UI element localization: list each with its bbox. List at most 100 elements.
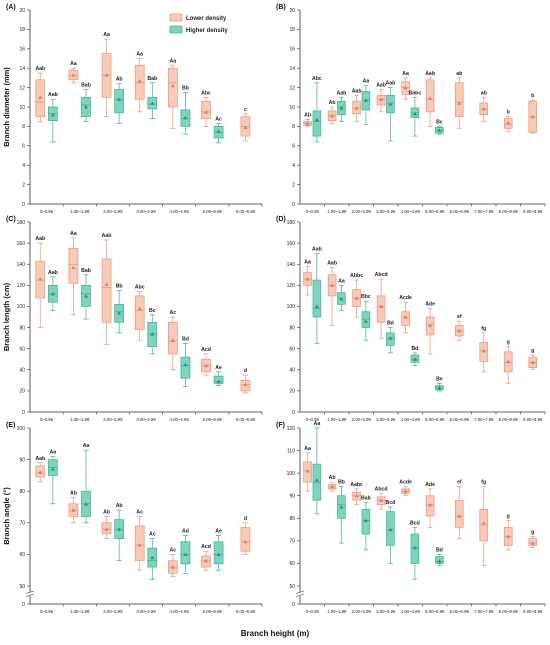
y-tick-label: 80 [289,516,295,522]
box-higher-3.00~3.99: Ac [147,532,158,581]
mean-marker [437,128,442,132]
y-tick-label: 180 [287,220,296,226]
y-tick-label: 100 [17,304,26,310]
box-lower-4.00~4.99: Acde [399,295,412,334]
x-tick-label: 7.00~7.99 [474,209,494,214]
legend-label-lower: Lower density [186,16,227,22]
significance-label: Aab [35,236,45,242]
mean-marker [363,98,368,102]
y-tick-label: 100 [287,471,296,477]
mean-marker [354,493,359,498]
box-higher-4.00~4.99: Bd [180,336,191,388]
mean-marker [403,315,408,319]
box-higher-3.00~3.99: Aab [385,81,395,142]
panel-label: (A) [6,4,16,11]
significance-label: Bd [182,336,189,342]
x-tick-label: 5.00~5.99 [203,209,223,214]
mean-marker [38,470,43,474]
y-tick-label: 60 [289,346,295,352]
significance-label: Abc [135,285,145,291]
x-tick-label: 4.00~4.99 [170,417,190,422]
mean-marker [170,83,175,88]
significance-label: Aa [170,58,177,64]
axis-break-mark [25,590,35,594]
significance-label: Acde [399,295,412,301]
significance-label: Aab [35,66,45,72]
x-tick-label: 2.00~2.99 [352,609,372,614]
significance-label: Aabc [350,482,363,488]
y-tick-label: 12 [289,85,295,91]
significance-label: Aab [385,81,395,87]
mean-marker [428,323,433,328]
y-tick-label: 20 [19,389,25,395]
significance-label: Bcd [410,520,420,526]
x-tick-label: 8.00~8.99 [499,417,519,422]
iqr-box [376,295,386,323]
panel-label: (E) [6,422,15,429]
y-tick-label: 40 [289,368,295,374]
box-lower-0~0.99: Aab [35,456,45,483]
x-tick-label: 5.00~5.99 [425,209,445,214]
box-higher-1.00~1.99: Bab [81,268,91,320]
mean-marker [530,360,535,364]
significance-label: g [531,348,534,354]
mean-marker [243,125,248,129]
box-lower-3.00~3.99: Aa [134,52,145,113]
box-lower-2.00~2.99: Abbc [350,273,363,318]
x-tick-label: 0~0.99 [40,209,54,214]
y-tick-label: 120 [17,283,26,289]
y-tick-label: 90 [19,457,25,463]
box-lower-6.00~6.99: d [240,516,251,555]
mean-marker [330,283,335,287]
mean-marker [314,117,319,122]
x-tick-label: 5.00~5.99 [203,609,223,614]
iqr-box [454,82,464,118]
box-lower-3.00~3.99: Abc [135,285,145,341]
y-tick-label: 20 [289,389,295,395]
mean-marker [403,489,408,493]
significance-label: fg [481,480,486,486]
x-tick-label: 4.00~4.99 [401,417,421,422]
x-tick-label: 7.00~7.99 [474,417,494,422]
y-tick-label: 60 [289,561,295,567]
box-higher-5.00~5.99: Ac [213,116,224,144]
x-tick-label: 1.00~1.99 [70,209,90,214]
box-higher-5.00~5.99: Bc [435,119,444,135]
significance-label: Be [436,377,443,383]
x-tick-label: 1.00~1.99 [327,609,347,614]
y-tick-label: 120 [287,283,296,289]
y-tick-label: 80 [19,489,25,495]
y-tick-label: 0 [292,410,295,416]
significance-label: ab [481,90,487,96]
significance-label: Bd [411,346,418,352]
legend-swatch-higher [169,25,183,34]
box-lower-1.00~1.99: Aab [327,260,337,326]
box-higher-4.00~4.99: Bcd [410,520,420,580]
y-tick-label: 2 [22,182,25,188]
y-tick-label: 0 [22,202,25,208]
box-lower-1.00~1.99: Ab [327,100,337,124]
box-lower-2.00~2.99: Aa [101,32,112,118]
box-lower-1.00~1.99: Aa [68,231,79,316]
y-tick-label: 50 [289,584,295,590]
x-tick-label: 9.00~9.99 [523,609,543,614]
mean-marker [388,102,393,106]
significance-label: Ab [116,77,123,83]
mean-marker [481,521,486,525]
y-tick-label: 60 [19,552,25,558]
axis-break-gap [297,592,303,596]
significance-label: Aa [136,52,143,58]
y-tick-label: 70 [289,539,295,545]
significance-label: Ab [329,475,336,481]
x-tick-label: 0~0.99 [306,209,320,214]
box-higher-0~0.99: Aa [312,421,322,515]
x-tick-label: 5.00~5.99 [425,417,445,422]
y-tick-label: 140 [287,262,296,268]
mean-marker [117,310,122,315]
box-lower-0~0.99: Aab [35,66,45,122]
mean-marker [117,527,122,531]
significance-label: Aa [314,421,321,427]
iqr-box [240,527,251,552]
significance-label: c [244,107,247,113]
y-tick-label: 6 [292,144,295,150]
